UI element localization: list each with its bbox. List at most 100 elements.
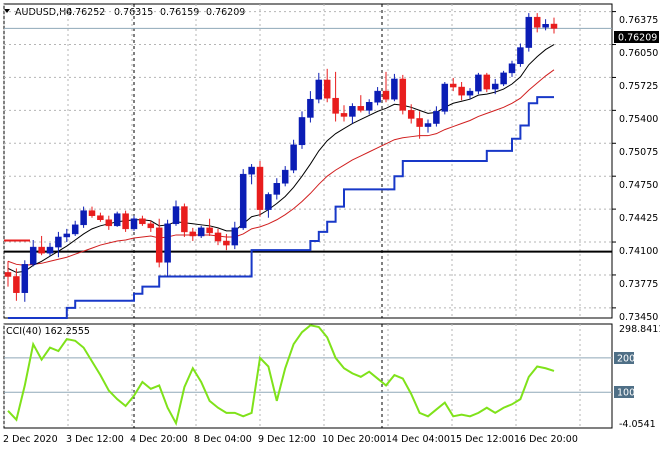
candle-bull — [281, 169, 289, 184]
candle-bull — [172, 206, 180, 225]
candle-bull — [491, 83, 499, 90]
cci-200-label: 200 — [617, 354, 635, 365]
cci-100-badge — [614, 386, 634, 398]
low-value: 0.76159 — [160, 7, 199, 18]
ma-slow-line — [7, 69, 555, 266]
cci-min-label: -4.0541 — [619, 419, 656, 430]
candle-bull — [466, 90, 474, 96]
candle-bear — [97, 215, 104, 220]
dropdown-arrow-icon[interactable] — [4, 9, 10, 13]
candle-bear — [122, 213, 129, 230]
candle-bear — [214, 232, 222, 242]
candle-bear — [105, 219, 113, 227]
candle-bull — [80, 210, 87, 226]
candle-bear — [340, 113, 348, 117]
cci-title: CCI(40) 162.2555 — [6, 326, 90, 337]
time-label: 4 Dec 20:00 — [130, 434, 188, 445]
candle-bull — [475, 74, 482, 92]
current-price-badge — [614, 31, 659, 43]
time-label: 16 Dec 20:00 — [514, 434, 578, 445]
candle-bull — [433, 111, 440, 124]
candle-bear — [38, 246, 45, 254]
candle-bull — [374, 90, 381, 103]
candle-bull — [113, 213, 121, 227]
price-tick-label: 0.76375 — [619, 15, 658, 26]
candle-bull — [315, 79, 323, 100]
candle-bull — [290, 144, 297, 171]
candle-bull — [525, 16, 533, 48]
candle-bull — [508, 63, 516, 74]
candle-bull — [29, 246, 37, 265]
time-label: 15 Dec 12:00 — [450, 434, 514, 445]
candle-bull — [307, 98, 314, 118]
candle-bull — [265, 194, 272, 210]
time-axis: 2 Dec 2020 3 Dec 12:00 4 Dec 20:00 8 Dec… — [3, 434, 578, 445]
candle-bull — [500, 72, 507, 85]
candle-bear — [147, 223, 155, 229]
price-tick-label: 0.74100 — [619, 246, 658, 257]
price-tick-label: 0.75400 — [619, 114, 658, 125]
candle-bull — [441, 83, 449, 112]
time-label: 8 Dec 04:00 — [194, 434, 252, 445]
cci-max-label: 298.8411 — [619, 324, 660, 335]
candle-bull — [298, 117, 306, 146]
candle-bull — [239, 173, 247, 229]
candle-bull — [231, 227, 239, 246]
price-tick-label: 0.74750 — [619, 180, 658, 191]
candle-bear — [155, 227, 163, 263]
candle-bear — [139, 218, 146, 225]
candle-bear — [332, 97, 339, 114]
candle-bear — [483, 74, 491, 90]
candle-bull — [164, 223, 171, 263]
price-tick-label: 0.73450 — [619, 312, 658, 323]
candle-bull — [63, 233, 71, 238]
candle-bear — [189, 231, 197, 237]
price-tick-label: 0.76050 — [619, 48, 658, 59]
cci-line — [7, 324, 555, 426]
candle-bear — [407, 110, 415, 119]
candle-bull — [130, 218, 138, 230]
time-label: 2 Dec 2020 — [3, 434, 58, 445]
candle-bear — [416, 118, 423, 127]
price-panel[interactable] — [3, 3, 616, 319]
candle-bear — [382, 90, 390, 100]
candle-bear — [357, 106, 365, 111]
ma-fast-line — [7, 44, 555, 273]
price-axis: 0.76375 0.76050 0.75725 0.75400 0.75075 … — [619, 15, 658, 323]
time-label: 10 Dec 20:00 — [322, 434, 386, 445]
candle-bull — [517, 47, 524, 65]
channel-line — [8, 96, 554, 319]
open-value: 0.76252 — [66, 7, 105, 18]
candle-bull — [542, 24, 549, 28]
symbol-label: AUDUSD,H4 — [15, 7, 72, 18]
candle-bull — [365, 102, 373, 111]
cci-panel[interactable] — [3, 323, 613, 429]
candle-bull — [46, 246, 54, 254]
candle-bull — [197, 227, 205, 237]
candle-bear — [533, 16, 541, 28]
candle-bear — [399, 78, 407, 111]
price-tick-label: 0.73775 — [619, 279, 658, 290]
candle-bull — [248, 166, 255, 175]
candle-bear — [449, 83, 457, 88]
candle-bear — [206, 227, 213, 234]
candle-bull — [71, 224, 79, 235]
cci-100-label: 100 — [617, 388, 635, 399]
time-label: 9 Dec 12:00 — [258, 434, 316, 445]
candle-bear — [458, 86, 465, 96]
candle-bear — [13, 276, 20, 293]
candle-bull — [55, 236, 62, 248]
candle-bull — [21, 264, 29, 293]
current-price-label: 0.76209 — [618, 33, 657, 44]
candle-bear — [256, 166, 264, 210]
price-tick-label: 0.74425 — [619, 213, 658, 224]
candle-bull — [391, 78, 398, 100]
candle-bear — [88, 210, 96, 216]
close-value: 0.76209 — [206, 7, 245, 18]
price-tick-label: 0.75075 — [619, 147, 658, 158]
price-tick-label: 0.75725 — [619, 81, 658, 92]
candle-bull — [349, 106, 356, 117]
candle-bear — [550, 23, 558, 29]
